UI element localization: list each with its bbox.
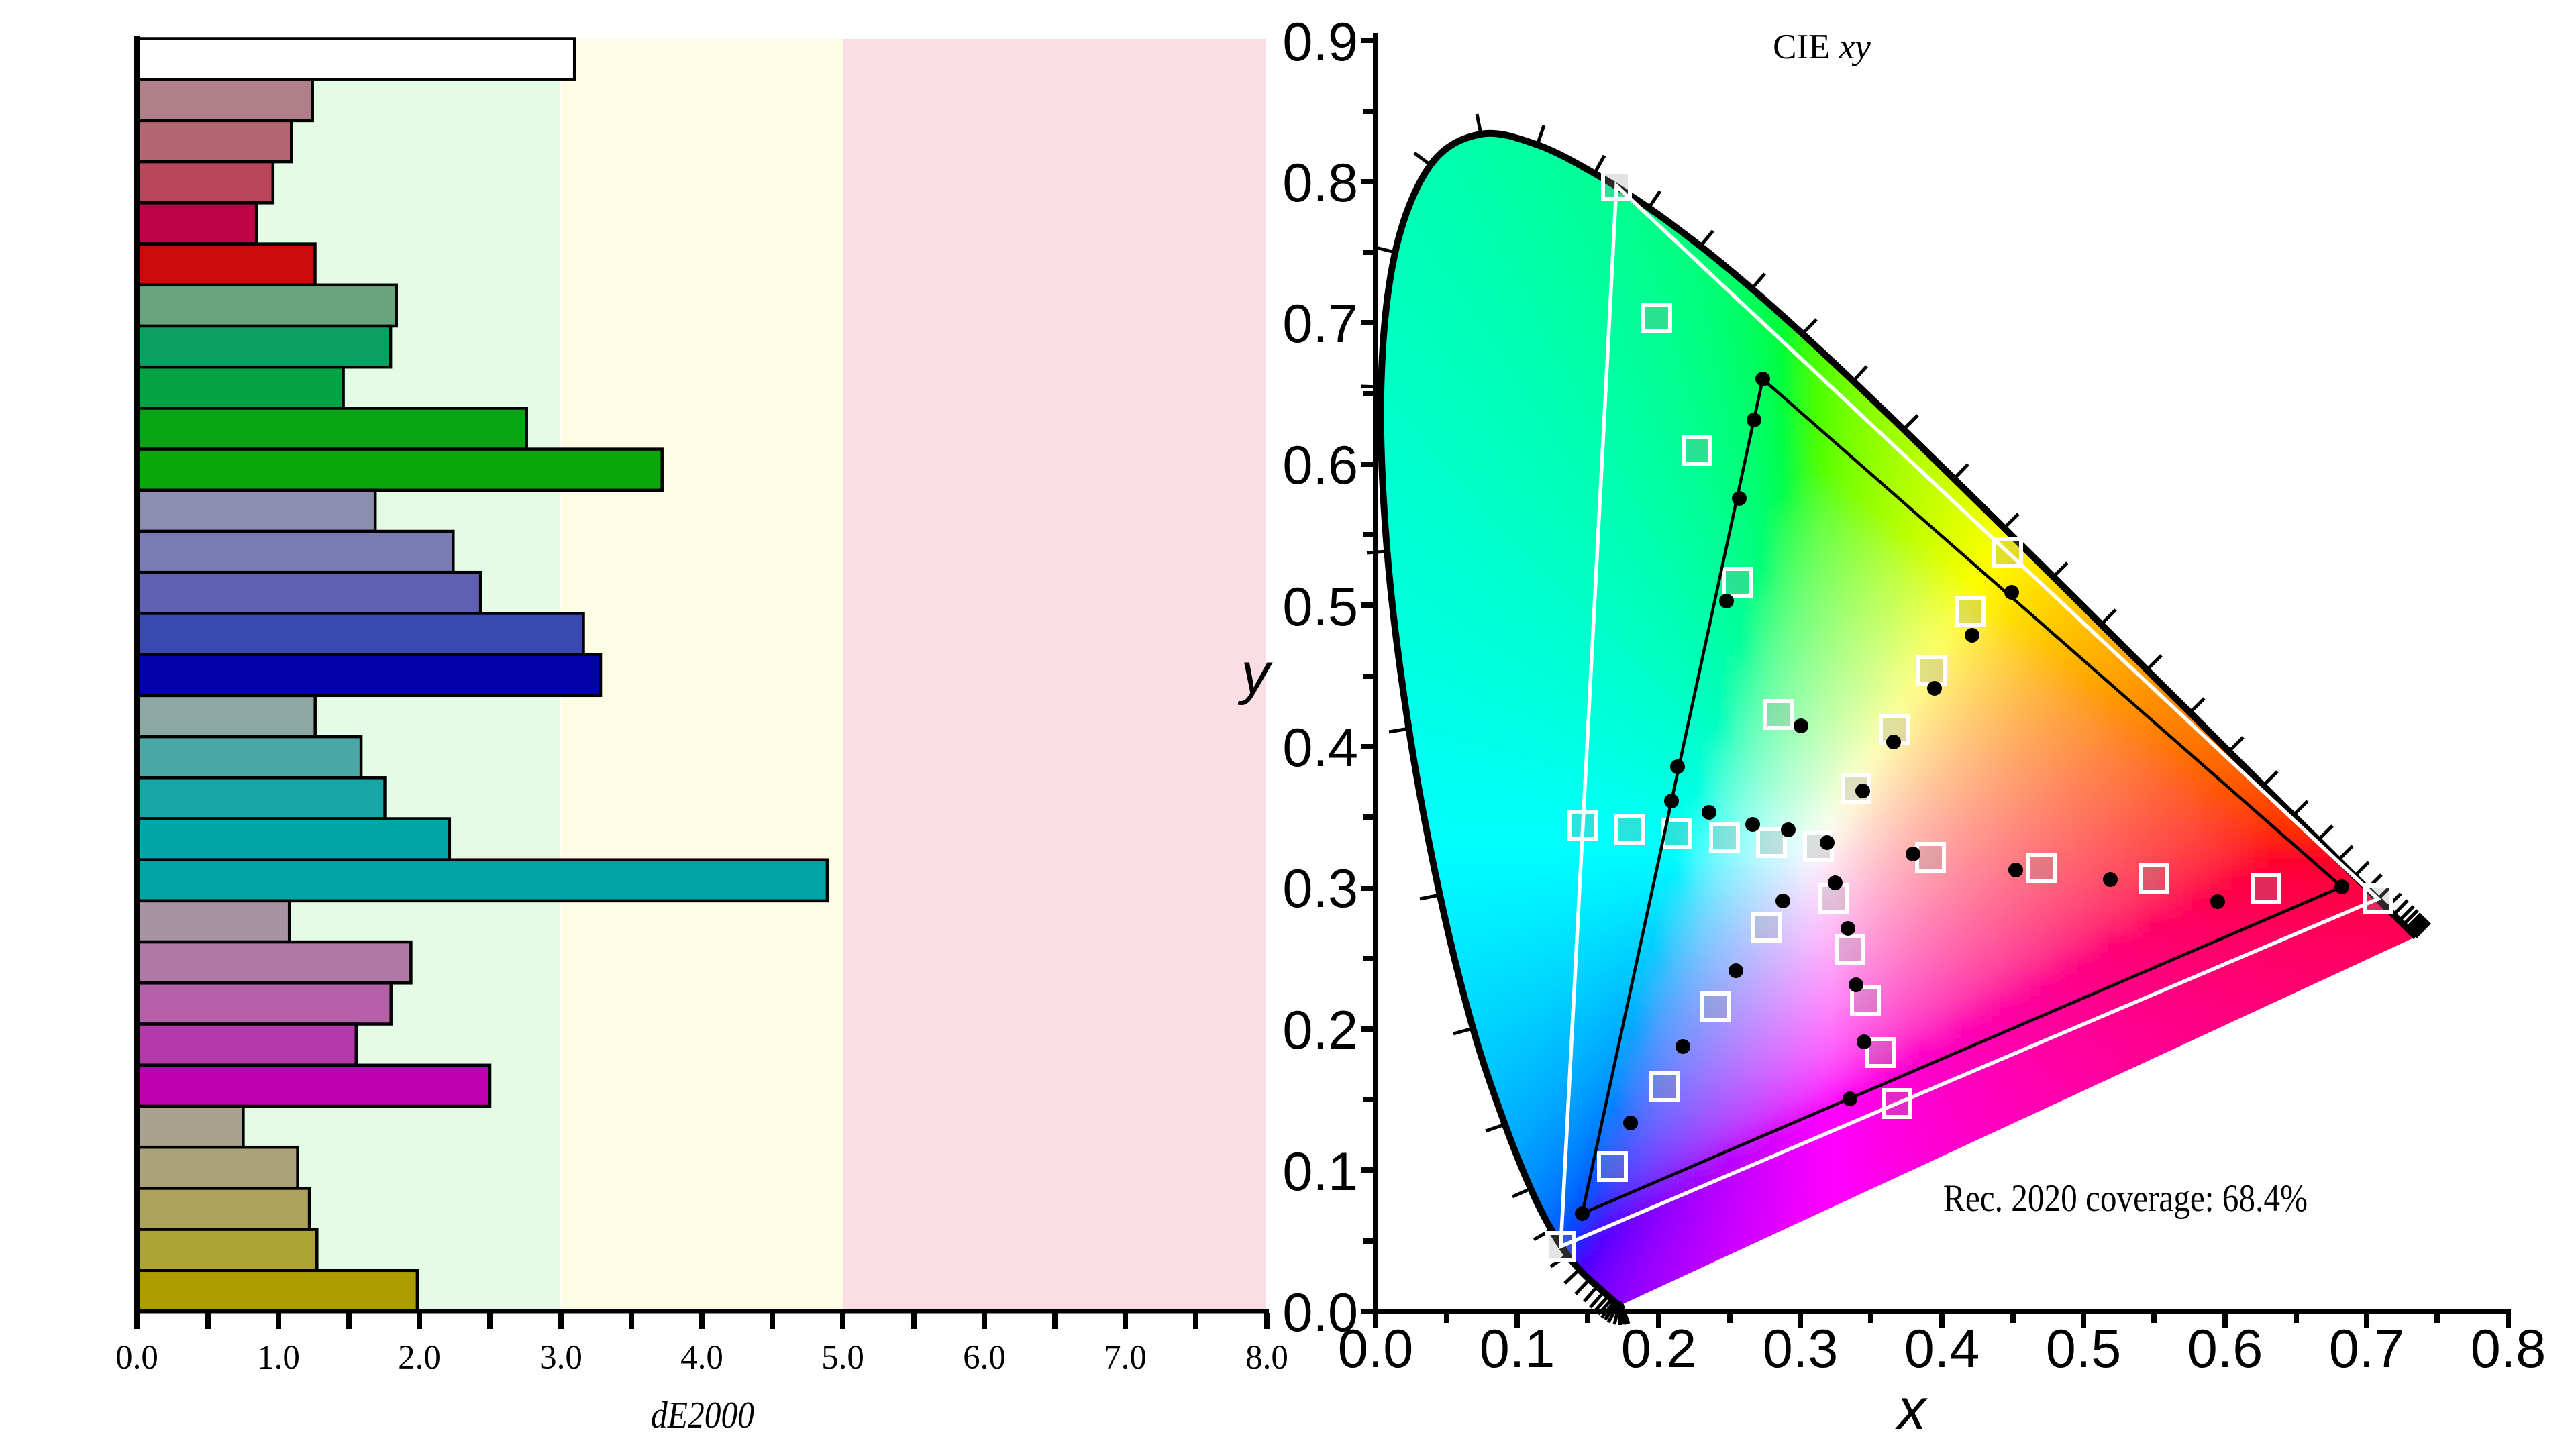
svg-text:0.6: 0.6 xyxy=(1282,435,1358,496)
svg-text:4.0: 4.0 xyxy=(680,1339,723,1377)
svg-text:0.3: 0.3 xyxy=(1282,859,1358,919)
svg-text:0.4: 0.4 xyxy=(1282,718,1358,778)
svg-text:7.0: 7.0 xyxy=(1104,1339,1147,1377)
svg-text:CIE xy: CIE xy xyxy=(1773,28,1871,66)
svg-text:0.1: 0.1 xyxy=(1480,1319,1555,1379)
svg-text:0.8: 0.8 xyxy=(2471,1319,2546,1379)
svg-text:dE2000: dE2000 xyxy=(651,1395,754,1436)
svg-text:Rec. 2020 coverage: 68.4%: Rec. 2020 coverage: 68.4% xyxy=(1943,1177,2308,1220)
svg-text:2.0: 2.0 xyxy=(398,1339,441,1377)
svg-text:0.8: 0.8 xyxy=(1282,153,1358,213)
svg-text:0.0: 0.0 xyxy=(1338,1319,1414,1379)
svg-text:y: y xyxy=(1238,641,1274,706)
svg-text:0.0: 0.0 xyxy=(115,1339,158,1377)
svg-text:8.0: 8.0 xyxy=(1245,1339,1288,1377)
svg-text:0.7: 0.7 xyxy=(1282,294,1358,354)
svg-text:0.5: 0.5 xyxy=(2046,1319,2122,1379)
svg-text:6.0: 6.0 xyxy=(963,1339,1006,1377)
svg-text:0.3: 0.3 xyxy=(1763,1319,1839,1379)
svg-text:1.0: 1.0 xyxy=(257,1339,300,1377)
svg-text:0.2: 0.2 xyxy=(1282,1000,1358,1061)
svg-text:0.1: 0.1 xyxy=(1282,1142,1358,1202)
svg-text:3.0: 3.0 xyxy=(539,1339,582,1377)
svg-text:0.6: 0.6 xyxy=(2187,1319,2263,1379)
svg-text:x: x xyxy=(1895,1377,1928,1442)
svg-text:0.0: 0.0 xyxy=(1282,1283,1358,1343)
svg-text:0.2: 0.2 xyxy=(1621,1319,1697,1379)
svg-text:0.7: 0.7 xyxy=(2329,1319,2405,1379)
svg-text:5.0: 5.0 xyxy=(821,1339,864,1377)
svg-text:0.5: 0.5 xyxy=(1282,577,1358,637)
svg-text:0.4: 0.4 xyxy=(1904,1319,1980,1379)
svg-text:0.9: 0.9 xyxy=(1282,12,1358,72)
